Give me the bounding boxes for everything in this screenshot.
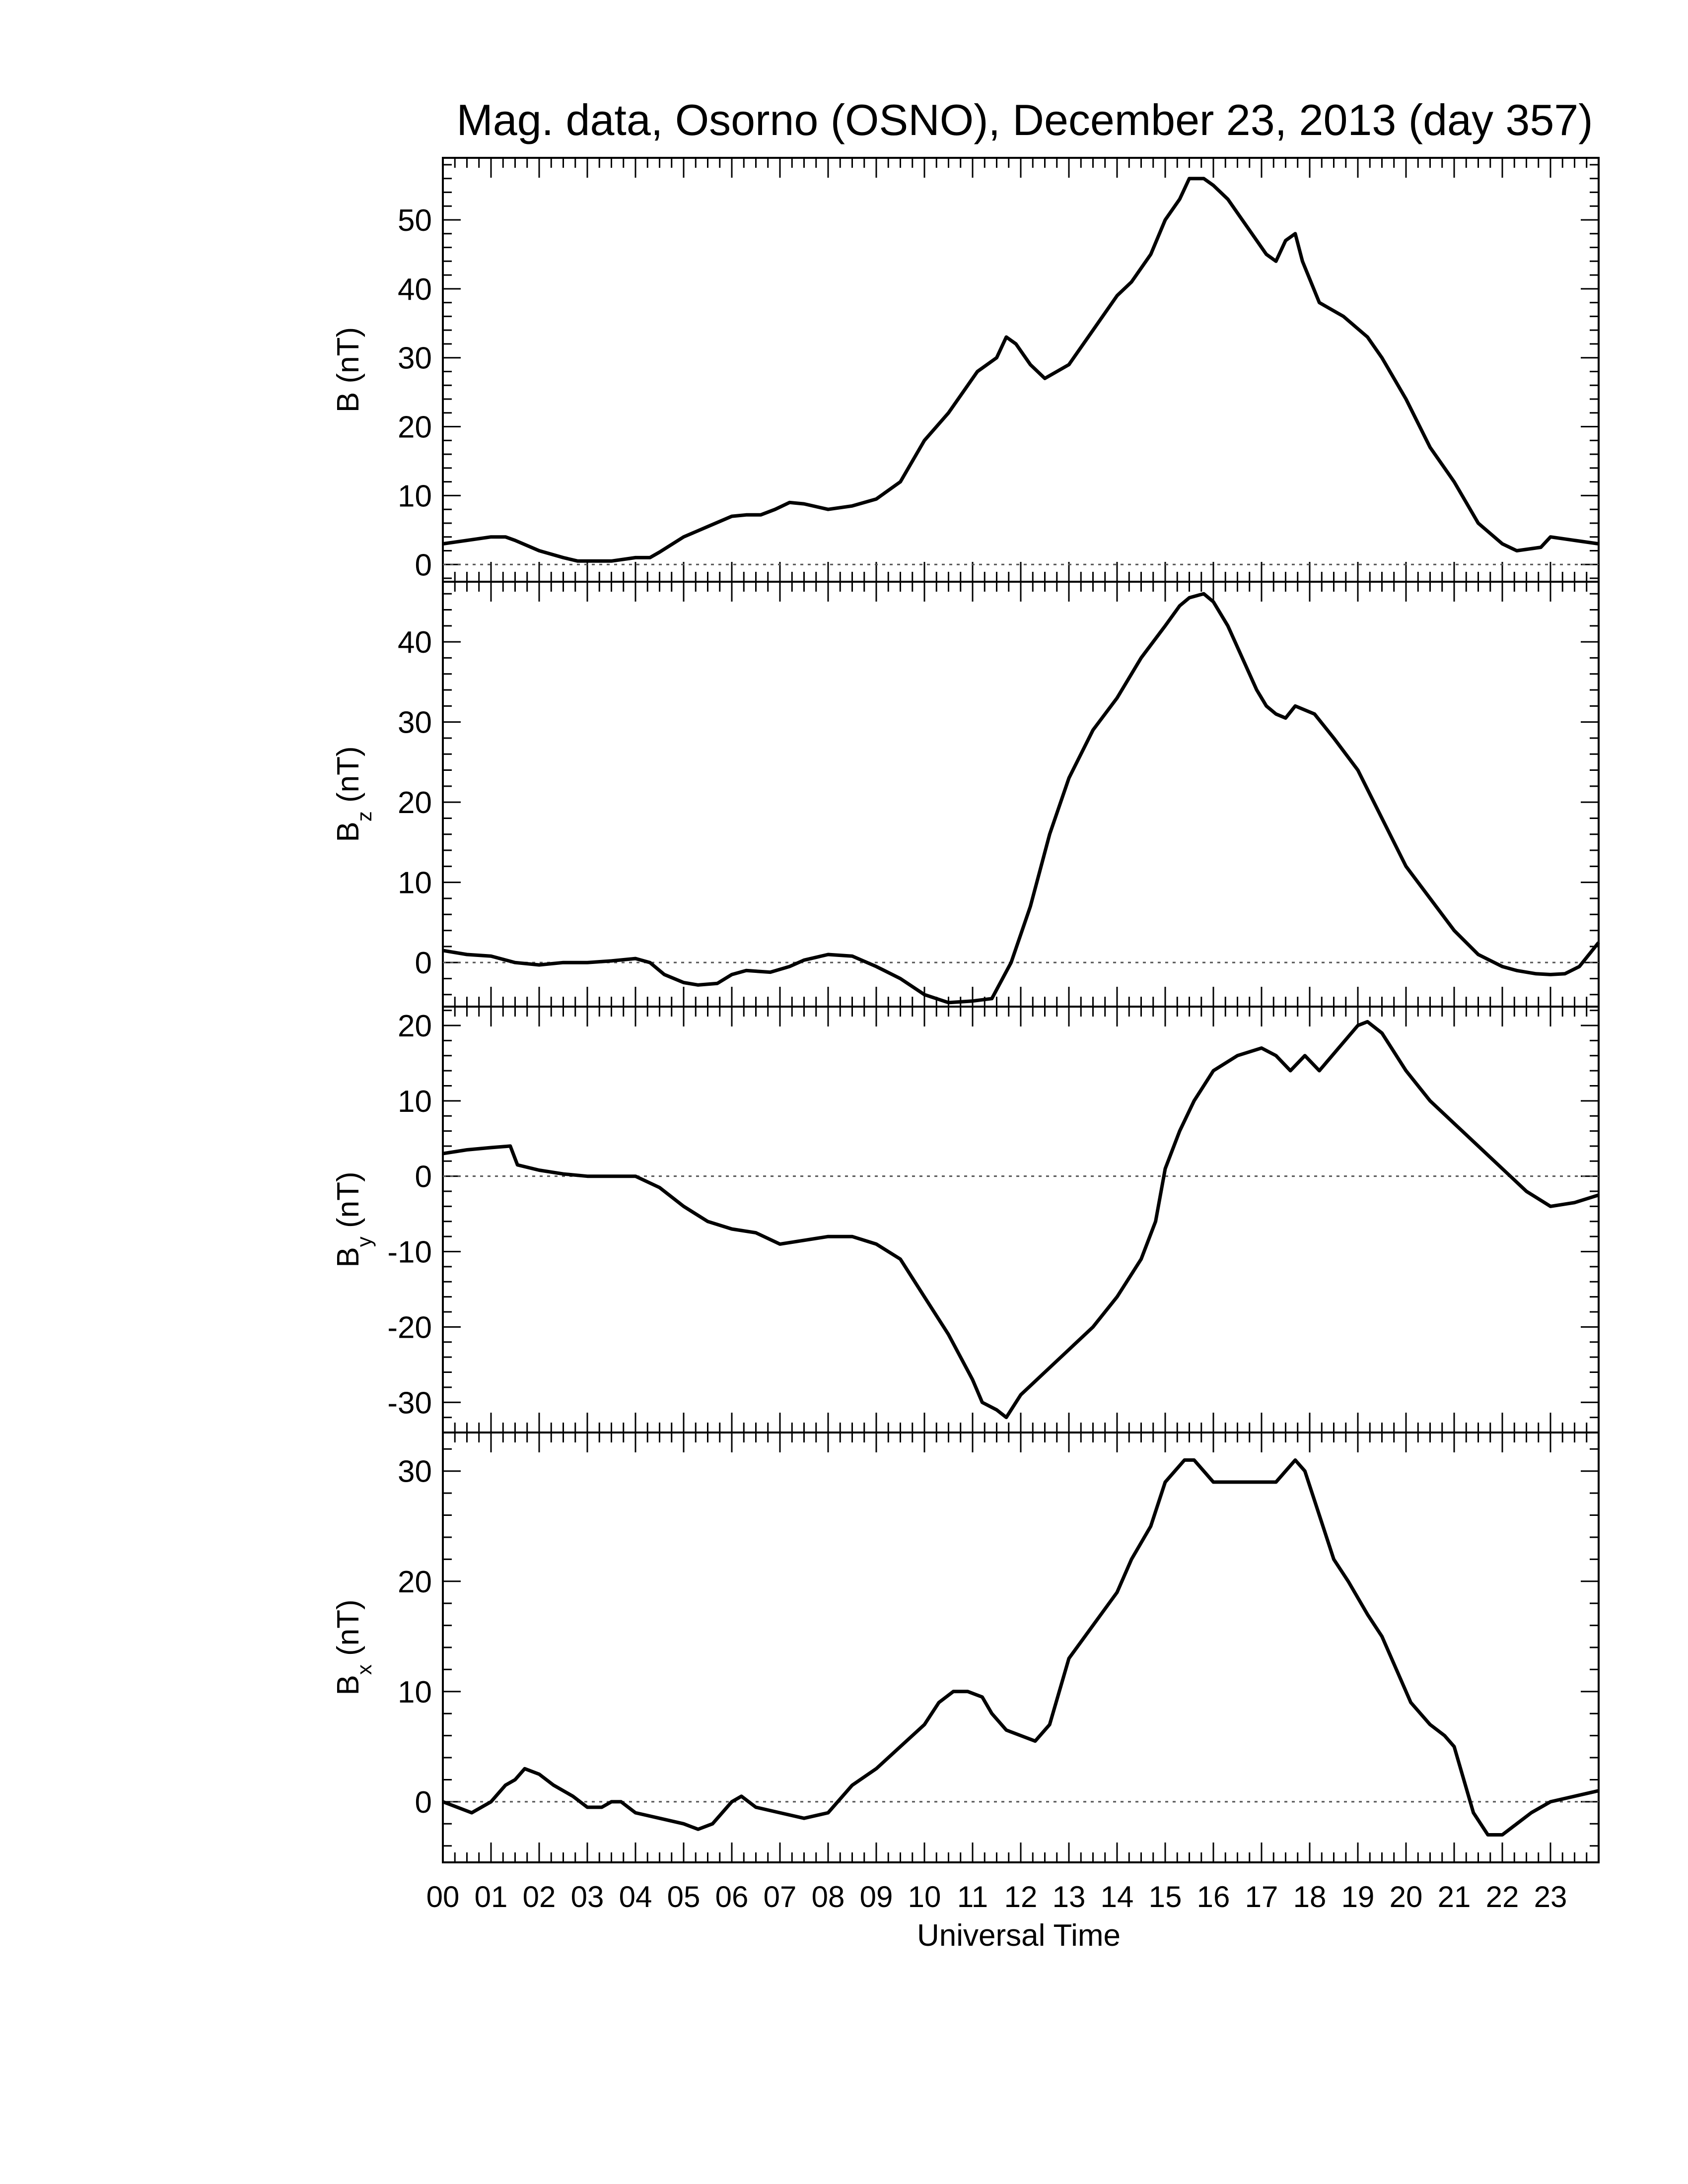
x-tick-label: 08 bbox=[812, 1880, 845, 1913]
y-axis-label-subscript: x bbox=[352, 1664, 376, 1675]
y-tick-label: 30 bbox=[398, 341, 432, 376]
y-tick-label: 20 bbox=[398, 1009, 432, 1043]
series-line bbox=[442, 177, 1599, 563]
y-tick-label: -20 bbox=[387, 1310, 432, 1345]
series-line bbox=[442, 592, 1600, 1005]
y-tick-label: 40 bbox=[398, 273, 432, 307]
y-axis-label-subscript: z bbox=[352, 811, 376, 821]
x-tick-label: 09 bbox=[860, 1880, 893, 1913]
y-tick-label: 50 bbox=[398, 204, 432, 238]
y-tick-label: 10 bbox=[398, 1085, 432, 1119]
y-tick-label: 20 bbox=[398, 410, 432, 445]
x-tick-label: 19 bbox=[1341, 1880, 1375, 1913]
x-tick-label: 01 bbox=[475, 1880, 508, 1913]
y-axis-label-main: B bbox=[331, 392, 365, 412]
y-axis-label: Bz (nT) bbox=[331, 746, 376, 842]
x-tick-label: 15 bbox=[1149, 1880, 1182, 1913]
y-axis-label: Bx (nT) bbox=[331, 1599, 376, 1695]
y-tick-label: 30 bbox=[398, 1455, 432, 1489]
y-axis-label-main: B bbox=[331, 1675, 365, 1695]
x-tick-label: 04 bbox=[619, 1880, 652, 1913]
y-tick-label: -10 bbox=[387, 1235, 432, 1270]
x-axis-label: Universal Time bbox=[917, 1918, 1121, 1953]
y-axis-label: B (nT) bbox=[331, 327, 365, 412]
x-tick-label: 07 bbox=[764, 1880, 797, 1913]
x-tick-label: 17 bbox=[1245, 1880, 1278, 1913]
x-tick-label: 23 bbox=[1534, 1880, 1567, 1913]
y-tick-label: 0 bbox=[415, 1785, 432, 1820]
y-axis-label-unit: (nT) bbox=[331, 327, 365, 392]
x-axis: 00 01 02 03 04 05 06 07 08 09 10 11 12 13 14 15 16 17 18 19… bbox=[426, 1880, 1567, 1913]
y-tick-label: -30 bbox=[387, 1386, 432, 1420]
x-tick-label: 12 bbox=[1004, 1880, 1038, 1913]
x-tick-label: 16 bbox=[1197, 1880, 1230, 1913]
y-tick-label: 20 bbox=[398, 1565, 432, 1599]
series-line bbox=[442, 1458, 1599, 1837]
y-tick-label: 10 bbox=[398, 479, 432, 513]
y-tick-label: 0 bbox=[415, 1160, 432, 1194]
chart-title: Mag. data, Osorno (OSNO), December 23, 2… bbox=[456, 95, 1593, 144]
y-axis-label-unit: (nT) bbox=[331, 1599, 365, 1664]
panel-4: 0 10 20 30 Bx (nT) bbox=[331, 1432, 1600, 1863]
y-tick-label: 30 bbox=[398, 706, 432, 740]
y-axis-label-subscript: y bbox=[352, 1236, 376, 1247]
y-tick-label: 40 bbox=[398, 625, 432, 660]
y-axis-label-main: B bbox=[331, 1247, 365, 1267]
y-axis-label-main: B bbox=[331, 821, 365, 842]
x-tick-label: 00 bbox=[426, 1880, 460, 1913]
y-tick-label: 10 bbox=[398, 1675, 432, 1709]
x-tick-label: 13 bbox=[1053, 1880, 1086, 1913]
y-tick-label: 0 bbox=[415, 946, 432, 980]
x-tick-label: 22 bbox=[1486, 1880, 1519, 1913]
x-tick-label: 03 bbox=[571, 1880, 604, 1913]
y-tick-label: 0 bbox=[415, 548, 432, 582]
x-tick-label: 05 bbox=[667, 1880, 701, 1913]
panel-1: 0 10 20 30 40 50 B (nT) bbox=[331, 157, 1600, 583]
x-tick-label: 10 bbox=[908, 1880, 941, 1913]
y-axis-label-unit: (nT) bbox=[331, 746, 365, 811]
x-tick-label: 11 bbox=[957, 1880, 988, 1913]
x-tick-label: 20 bbox=[1390, 1880, 1423, 1913]
x-tick-label: 14 bbox=[1101, 1880, 1134, 1913]
x-tick-label: 18 bbox=[1293, 1880, 1327, 1913]
panel-2: 0 10 20 30 40 Bz (nT) bbox=[331, 581, 1600, 1008]
x-tick-label: 02 bbox=[523, 1880, 556, 1913]
y-axis-label: By (nT) bbox=[331, 1171, 376, 1267]
y-axis-label-unit: (nT) bbox=[331, 1171, 365, 1236]
x-tick-label: 06 bbox=[715, 1880, 749, 1913]
y-tick-label: 10 bbox=[398, 866, 432, 900]
series-line bbox=[442, 1020, 1600, 1420]
y-tick-label: 20 bbox=[398, 786, 432, 820]
panels: 0 10 20 30 40 50 B (nT) 0 10 20 30 40 Bz (nT) -30 -20 -… bbox=[331, 157, 1600, 1863]
x-tick-label: 21 bbox=[1438, 1880, 1471, 1913]
